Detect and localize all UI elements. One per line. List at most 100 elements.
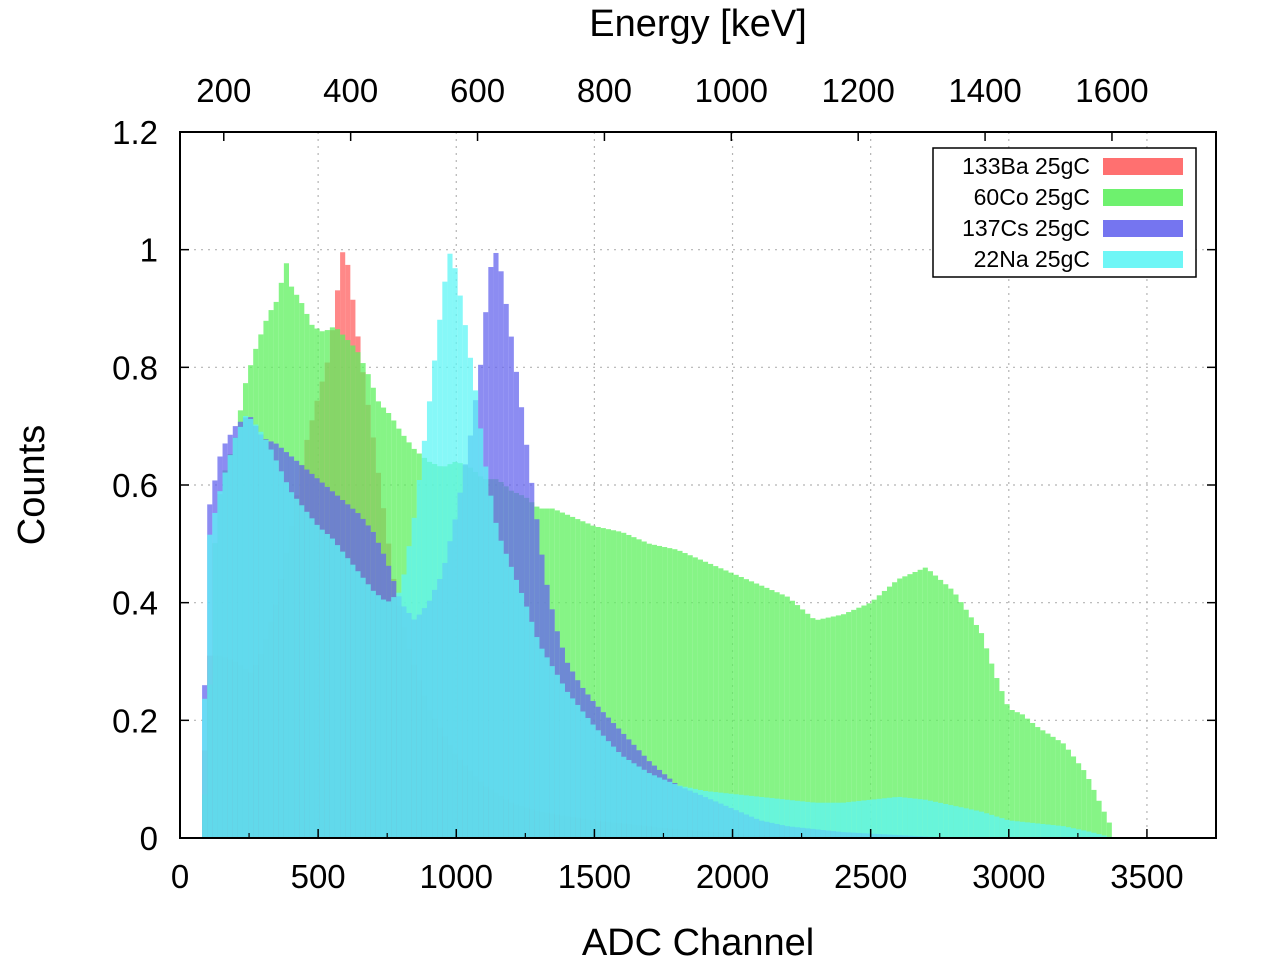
histogram-bar [876,798,882,838]
histogram-bar [984,648,990,838]
histogram-bar [1004,704,1010,838]
histogram-bar [641,541,647,838]
top-tick-label: 800 [577,72,632,109]
histogram-bar [708,563,714,838]
histogram-bar [467,357,473,838]
histogram-bar [917,569,923,838]
histogram-bar [1055,825,1061,838]
histogram-bar [529,621,535,838]
histogram-bar [820,618,826,838]
histogram-bar [825,802,831,838]
histogram-bar [948,588,954,838]
histogram-bar [779,594,785,838]
histogram-bar [1065,749,1071,838]
histogram-bar [662,547,668,838]
histogram-bar [544,657,550,838]
histogram-bar [268,449,274,838]
histogram-bar [881,798,887,838]
histogram-bar [1101,835,1107,838]
histogram-bar [922,799,928,838]
legend-swatch [1103,251,1183,268]
histogram-bar [697,789,703,838]
histogram-bar [932,575,939,838]
histogram-bar [723,570,729,838]
histogram-bar [237,426,243,838]
histogram-bar [856,801,862,838]
histogram-bar [892,797,898,838]
histogram-bar [697,559,703,838]
histogram-bar [1055,740,1061,838]
histogram-bar [232,437,238,838]
histogram-bar [651,544,657,838]
histogram-bar [815,619,821,838]
x-tick-label: 0 [171,858,189,895]
histogram-bar [539,648,545,838]
histogram-bar [835,802,841,838]
histogram-bar [728,793,734,838]
histogram-bar [861,800,867,838]
x-tick-label: 3000 [972,858,1045,895]
histogram-bar [953,806,959,838]
histogram-bar [605,529,611,838]
histogram-bar [846,802,852,838]
histogram-bar [743,795,749,838]
histogram-bar [401,574,407,838]
histogram-bar [902,797,908,838]
histogram-bar [646,773,652,838]
histogram-bar [227,455,233,838]
histogram-bar [258,431,264,838]
histogram-bar [871,599,877,838]
histogram-bar [800,801,806,838]
histogram-bar [1091,789,1097,838]
histogram-bar [1030,722,1036,838]
histogram-bar [702,791,709,838]
histogram-bar [866,603,872,838]
histogram-bar [626,760,632,838]
histogram-bar [1101,811,1107,838]
histogram-bar [984,813,990,838]
histogram-bar [559,683,565,838]
histogram-bar [1014,821,1020,838]
histogram-bar [283,482,289,838]
y-tick-label: 0.4 [112,585,158,622]
histogram-bar [810,618,816,838]
histogram-bar [610,746,617,838]
histogram-bar [687,555,693,838]
histogram-bar [907,798,913,838]
histogram-bar [738,576,744,838]
axis-ticks: 0 500 1000 1500 2000 2500 3000 3500 200 400 600 800… [112,72,1216,895]
y-tick-label: 0.8 [112,349,158,386]
legend-label: 60Co 25gC [974,184,1090,210]
histogram-bar [616,752,622,838]
histogram-bar [278,471,284,838]
histogram-bar [958,602,964,838]
histogram-bar [784,596,790,838]
y-axis-label: Counts [11,425,53,545]
histogram-bar [1035,727,1041,838]
histogram-bar [636,539,642,838]
histogram-bar [253,424,259,838]
histogram-bar [503,553,509,838]
histogram-bar [953,594,959,838]
histogram-bar [892,582,898,838]
histogram-bar [288,492,295,838]
histogram-bar [334,545,341,838]
histogram-bar [580,711,586,838]
histogram-bar [1060,743,1066,838]
histogram-bar [386,601,392,838]
histogram-bar [718,568,724,838]
legend-label: 22Na 25gC [974,246,1090,272]
histogram-bar [452,268,458,838]
histogram-bar [340,551,346,838]
histogram-bar [912,798,918,838]
histogram-bar [764,797,770,838]
histogram-bar [1106,822,1112,838]
histogram-bar [636,766,642,838]
histogram-bar [518,592,525,838]
histogram-bar [738,794,744,838]
histogram-bar [876,595,882,838]
x-tick-label: 2500 [834,858,907,895]
histogram-bar [595,526,601,838]
